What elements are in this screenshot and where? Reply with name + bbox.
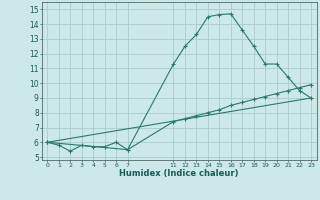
- X-axis label: Humidex (Indice chaleur): Humidex (Indice chaleur): [119, 169, 239, 178]
